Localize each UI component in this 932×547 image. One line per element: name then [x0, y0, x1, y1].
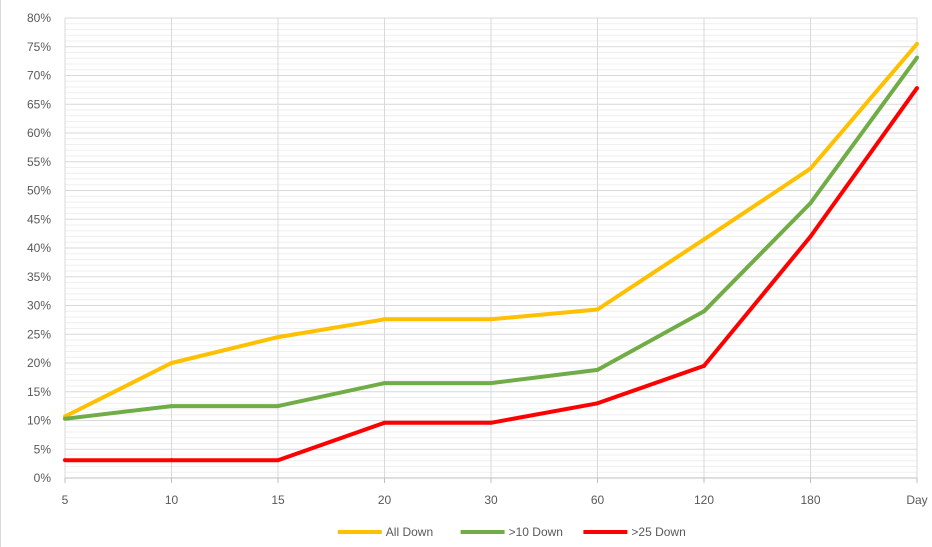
y-tick-label: 55% [27, 155, 51, 169]
data-point [63, 416, 67, 421]
data-point [169, 404, 174, 409]
y-tick-label: 35% [27, 270, 51, 284]
data-point [382, 317, 387, 322]
data-point [702, 237, 706, 242]
x-tick-label: 20 [378, 493, 392, 507]
x-tick-label: 5 [62, 493, 69, 507]
x-tick-label: 30 [484, 493, 498, 507]
x-tick-label: 60 [591, 493, 605, 507]
y-tick-label: 70% [27, 69, 51, 83]
y-tick-label: 30% [27, 299, 51, 313]
x-tick-label: 15 [271, 493, 285, 507]
y-tick-label: 10% [27, 414, 51, 428]
data-point [63, 458, 67, 463]
y-tick-label: 45% [27, 212, 51, 226]
y-axis-tick-labels: 0% 5% 10% 15% 20% 25% 30% 35% 40% 45% 50% 55% 60% 65%… [27, 11, 51, 485]
axes [64, 18, 918, 483]
y-tick-label: 20% [27, 356, 51, 370]
data-point [276, 404, 280, 409]
gridlines [64, 17, 918, 478]
y-tick-label: 25% [27, 327, 51, 341]
data-point [808, 201, 813, 206]
data-point [808, 166, 813, 171]
data-point [702, 309, 706, 314]
data-point [382, 420, 387, 425]
data-point [489, 420, 493, 425]
data-point [276, 335, 280, 340]
series-lines [63, 41, 919, 463]
legend-label-1: All Down [386, 525, 433, 539]
data-point [169, 458, 174, 463]
x-axis-tick-labels: 5 10 15 20 30 60 120 180 Day [62, 493, 928, 507]
data-point [808, 234, 813, 239]
data-point [702, 363, 706, 368]
y-tick-label: 5% [34, 442, 52, 456]
legend: All Down >10 Down >25 Down [337, 525, 686, 539]
data-point [915, 86, 919, 91]
data-point [382, 381, 387, 386]
y-tick-label: 80% [27, 11, 51, 25]
data-point [169, 361, 174, 365]
y-tick-label: 40% [27, 241, 51, 255]
x-tick-label: 120 [694, 493, 714, 507]
y-tick-label: 50% [27, 184, 51, 198]
x-tick-label: 10 [165, 493, 179, 507]
data-point [489, 317, 493, 322]
data-point [276, 458, 280, 463]
y-tick-label: 65% [27, 97, 51, 111]
y-tick-label: 75% [27, 40, 51, 54]
legend-label-2: >10 Down [509, 525, 563, 539]
data-point [595, 367, 600, 372]
data-point [915, 41, 919, 46]
data-point [595, 401, 600, 406]
legend-label-3: >25 Down [631, 525, 685, 539]
data-point [915, 55, 919, 60]
y-tick-label: 15% [27, 385, 51, 399]
y-tick-label: 60% [27, 126, 51, 140]
x-tick-label: Day [906, 493, 927, 507]
x-tick-label: 180 [800, 493, 820, 507]
data-point [595, 307, 600, 312]
y-tick-label: 0% [34, 471, 52, 485]
data-point [489, 381, 493, 386]
